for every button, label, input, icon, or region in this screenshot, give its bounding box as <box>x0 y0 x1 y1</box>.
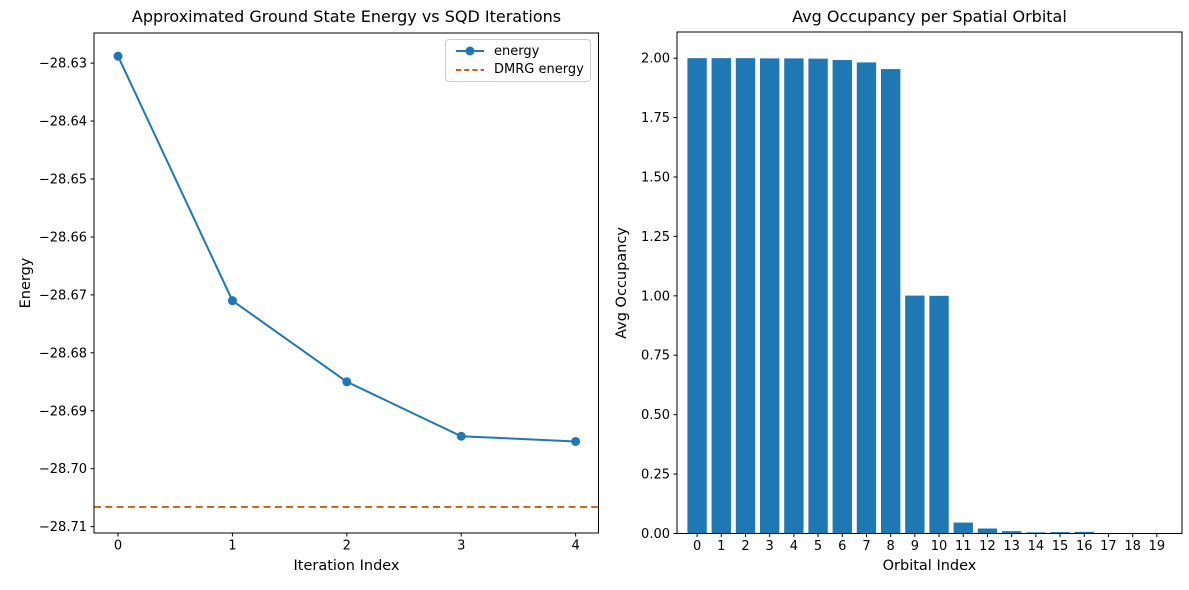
occupancy-bar <box>953 522 973 534</box>
right-chart-xlabel: Orbital Index <box>882 558 977 574</box>
y-tick-label: −28.66 <box>39 230 87 245</box>
occupancy-bar <box>905 295 925 534</box>
occupancy-bar <box>1001 531 1022 534</box>
left-chart-xlabel: Iteration Index <box>293 558 400 574</box>
x-tick-label: 11 <box>955 539 972 554</box>
axes-spines <box>93 32 599 534</box>
x-tick-label: 1 <box>717 539 725 554</box>
x-tick-label: 17 <box>1100 539 1117 554</box>
right-chart-ylabel: Avg Occupancy <box>614 227 630 339</box>
legend: energy DMRG energy <box>445 39 591 82</box>
y-tick-label: −28.63 <box>39 57 87 72</box>
y-tick-label: −28.64 <box>39 115 87 130</box>
energy-chart: −28.63 −28.64 −28.65 −28.66 −28.67 −28.68 −28.… <box>39 32 599 554</box>
x-tick-label: 16 <box>1076 539 1093 554</box>
right-chart-title: Avg Occupancy per Spatial Orbital <box>792 7 1067 26</box>
legend-item-energy: energy <box>455 42 584 61</box>
x-tick-label: 9 <box>911 539 919 554</box>
x-tick-label: 2 <box>343 539 351 554</box>
occupancy-bar <box>808 58 828 534</box>
x-tick-label: 5 <box>814 539 822 554</box>
energy-data-point <box>342 377 352 387</box>
x-tick-label: 6 <box>838 539 846 554</box>
x-tick-label: 10 <box>931 539 948 554</box>
x-tick-label: 3 <box>457 539 465 554</box>
occupancy-chart: 0.000.250.500.751.001.251.501.752.000 1 2 3… <box>641 31 1183 554</box>
y-tick-label: 2.00 <box>641 52 670 67</box>
y-tick-label: −28.69 <box>39 404 87 419</box>
x-tick-label: 4 <box>571 539 579 554</box>
x-tick-label: 14 <box>1028 539 1045 554</box>
x-tick-label: 12 <box>979 539 996 554</box>
y-tick-label: 0.50 <box>641 408 670 423</box>
y-tick-label: 1.50 <box>641 170 670 185</box>
y-tick-label: 0.75 <box>641 349 670 364</box>
x-tick-label: 8 <box>887 539 895 554</box>
y-tick-label: −28.65 <box>39 173 87 188</box>
legend-item-dmrg-energy: DMRG energy <box>455 61 584 80</box>
legend-label-energy: energy <box>494 43 540 59</box>
occupancy-bar <box>856 62 877 534</box>
y-tick-label: 1.00 <box>641 289 670 304</box>
energy-data-point <box>456 431 466 441</box>
y-tick-label: −28.67 <box>39 288 87 303</box>
x-tick-label: 1 <box>228 539 236 554</box>
occupancy-bar <box>1050 532 1070 534</box>
y-tick-label: 1.75 <box>641 111 670 126</box>
occupancy-bar <box>759 58 780 534</box>
axes-spines <box>676 31 1183 534</box>
x-tick-label: 18 <box>1124 539 1141 554</box>
dmrg-dashed-line-sample-icon <box>456 68 484 71</box>
occupancy-bar <box>735 58 756 534</box>
x-tick-label: 0 <box>114 539 122 554</box>
y-tick-label: 1.25 <box>641 230 670 245</box>
energy-sample-marker <box>465 46 475 56</box>
energy-data-point <box>113 51 123 61</box>
y-tick-label: 0.25 <box>641 468 670 483</box>
occupancy-bar <box>1026 532 1046 534</box>
occupancy-bar <box>929 295 949 534</box>
occupancy-bar <box>880 69 901 534</box>
x-tick-label: 19 <box>1149 539 1166 554</box>
energy-data-point <box>571 436 581 446</box>
energy-data-point <box>227 296 237 306</box>
x-tick-label: 7 <box>862 539 870 554</box>
x-tick-label: 0 <box>693 539 701 554</box>
x-tick-label: 15 <box>1052 539 1069 554</box>
x-tick-label: 4 <box>790 539 798 554</box>
occupancy-bar <box>711 58 731 534</box>
x-tick-label: 2 <box>741 539 749 554</box>
x-tick-label: 13 <box>1003 539 1020 554</box>
y-tick-label: −28.71 <box>39 520 87 535</box>
energy-line-sample-icon <box>456 46 484 56</box>
y-tick-label: 0.00 <box>641 527 670 542</box>
occupancy-bar <box>784 58 804 534</box>
y-tick-label: −28.70 <box>39 462 87 477</box>
occupancy-bar <box>687 58 707 534</box>
left-chart-ylabel: Energy <box>18 257 34 309</box>
occupancy-bar <box>977 528 998 534</box>
occupancy-bar <box>1074 531 1094 534</box>
y-tick-label: −28.68 <box>39 346 87 361</box>
x-tick-label: 3 <box>766 539 774 554</box>
left-chart-title: Approximated Ground State Energy vs SQD … <box>131 7 562 26</box>
legend-label-dmrg-energy: DMRG energy <box>494 62 584 78</box>
occupancy-bar <box>832 60 852 534</box>
